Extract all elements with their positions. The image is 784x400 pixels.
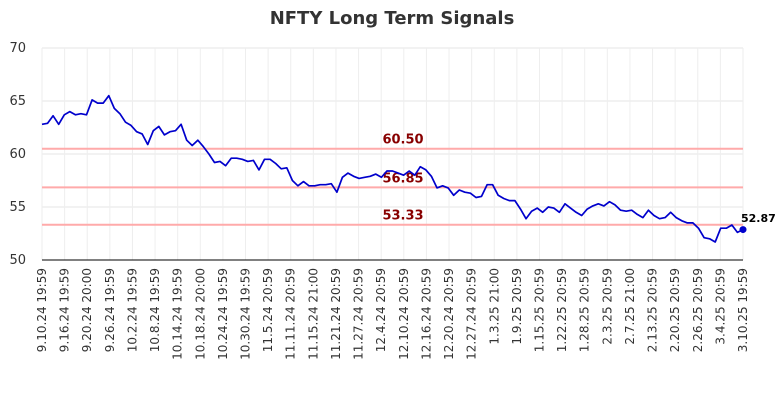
y-tick-label: 50 <box>9 253 26 268</box>
x-tick-label: 11.11.24 20:59 <box>284 268 298 360</box>
series-line <box>41 94 744 243</box>
x-tick-label: 1.3.25 21:00 <box>487 268 501 345</box>
x-tick-label: 10.24.24 19:59 <box>216 268 230 360</box>
x-tick-label: 9.16.24 19:59 <box>58 268 72 352</box>
x-tick-label: 10.14.24 19:59 <box>171 268 185 360</box>
x-tick-label: 1.15.25 20:59 <box>532 268 546 352</box>
x-tick-label: 12.4.24 20:59 <box>374 268 388 352</box>
x-tick-label: 10.18.24 20:00 <box>193 268 207 360</box>
x-tick-label: 1.9.25 20:59 <box>510 268 524 345</box>
reference-line-label: 60.50 <box>382 133 423 148</box>
y-tick-label: 55 <box>9 200 26 215</box>
x-tick-label: 12.10.24 20:59 <box>397 268 411 360</box>
x-tick-label: 12.27.24 20:59 <box>465 268 479 360</box>
last-point-marker <box>739 226 747 234</box>
x-tick-label: 1.22.25 20:59 <box>555 268 569 352</box>
reference-line-label: 56.85 <box>382 171 423 186</box>
x-tick-label: 3.10.25 19:59 <box>736 268 750 352</box>
x-tick-label: 10.30.24 19:59 <box>239 268 253 360</box>
last-value-label: 52.87 <box>741 212 776 225</box>
x-tick-label: 2.26.25 20:59 <box>691 268 705 352</box>
x-tick-label: 12.20.24 20:59 <box>442 268 456 360</box>
y-tick-label: 65 <box>9 94 26 109</box>
x-tick-label: 2.7.25 21:00 <box>623 268 637 345</box>
x-tick-label: 2.20.25 20:59 <box>668 268 682 352</box>
x-tick-label: 11.21.24 20:59 <box>329 268 343 360</box>
reference-line-label: 53.33 <box>382 209 423 224</box>
x-tick-label: 11.15.24 21:00 <box>306 268 320 360</box>
x-tick-label: 11.5.24 20:59 <box>261 268 275 352</box>
y-tick-label: 70 <box>9 41 26 56</box>
x-tick-label: 10.2.24 19:59 <box>125 268 139 352</box>
x-tick-label: 3.4.25 20:59 <box>713 268 727 345</box>
x-tick-label: 2.3.25 20:59 <box>600 268 614 345</box>
x-tick-label: 9.10.24 19:59 <box>35 268 49 352</box>
x-tick-label: 1.28.25 20:59 <box>578 268 592 352</box>
x-tick-label: 12.16.24 20:59 <box>419 268 433 360</box>
x-tick-label: 9.26.24 19:59 <box>103 268 117 352</box>
x-tick-label: 10.8.24 19:59 <box>148 268 162 352</box>
chart-title: NFTY Long Term Signals <box>269 8 515 29</box>
x-tick-label: 9.20.24 20:00 <box>80 268 94 352</box>
x-tick-label: 11.27.24 20:59 <box>352 268 366 360</box>
x-tick-label: 2.13.25 20:59 <box>646 268 660 352</box>
y-tick-label: 60 <box>9 147 26 162</box>
